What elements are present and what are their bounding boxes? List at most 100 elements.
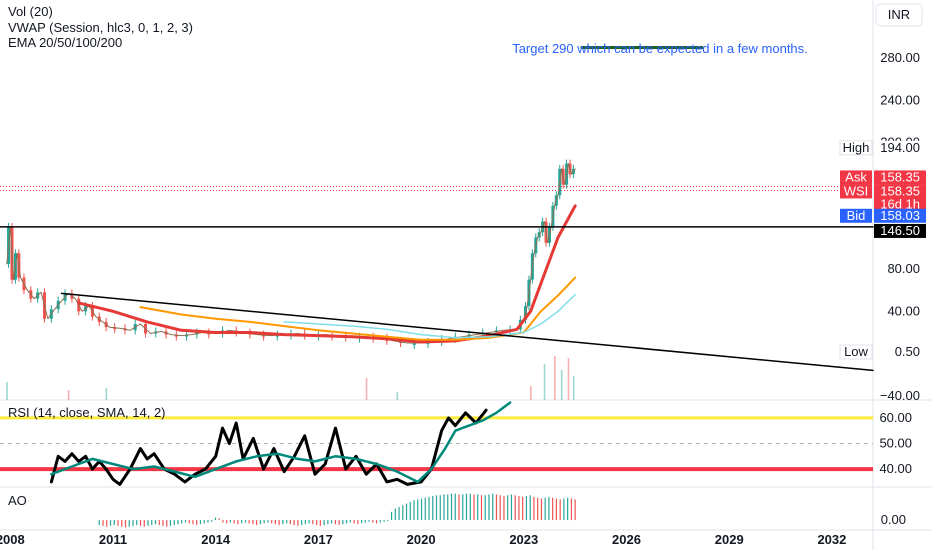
rsi-axis-tick[interactable]: 60.00 — [879, 410, 912, 425]
ao-bar — [323, 520, 325, 526]
ao-bar — [192, 520, 194, 525]
ao-bar — [147, 520, 149, 526]
ao-bar — [529, 495, 531, 521]
price-axis-tick[interactable]: −40.00 — [880, 388, 920, 403]
price-tag-value-bg — [874, 197, 926, 212]
ao-bar — [567, 497, 569, 521]
ao-bar — [113, 520, 115, 526]
time-axis-tick[interactable]: 2014 — [201, 532, 231, 547]
price-tag-value: 194.00 — [880, 140, 920, 155]
volume-bar — [365, 378, 368, 400]
ao-bar — [169, 520, 172, 526]
ao-bar — [357, 520, 359, 525]
currency-button[interactable]: INR — [888, 7, 910, 22]
ao-bar — [196, 520, 198, 526]
volume-bar — [530, 386, 532, 400]
ao-bar — [327, 520, 329, 525]
ao-bar — [128, 520, 130, 527]
volume-bar — [6, 382, 8, 400]
ao-bar — [252, 520, 254, 525]
price-axis-tick[interactable]: 40.00 — [887, 303, 920, 318]
ao-bar — [166, 520, 168, 527]
time-axis-tick[interactable]: 2023 — [509, 532, 538, 547]
ao-bar — [316, 520, 318, 526]
ao-bar — [443, 494, 445, 521]
price-axis-tick[interactable]: 280.00 — [880, 50, 920, 65]
time-axis[interactable]: 2008 2011 2014 2017 2020 2023 2026 2029 2032 — [0, 532, 846, 547]
price-tag-value: 0.50 — [895, 344, 920, 359]
ao-bar — [117, 520, 119, 526]
target-annotation[interactable]: Target 290 which can be expected in a fe… — [512, 41, 808, 56]
ao-bar — [308, 520, 310, 524]
ao-bar — [218, 518, 220, 521]
ao-bar — [106, 520, 108, 527]
price-tag-value: 146.50 — [880, 223, 920, 238]
legend-volume[interactable]: Vol (20) — [8, 4, 53, 19]
ao-bar — [394, 508, 396, 521]
ao-axis-tick[interactable]: 0.00 — [881, 512, 906, 527]
price-axis-tick[interactable]: 80.00 — [887, 261, 920, 276]
ao-bar — [563, 498, 565, 521]
ao-legend[interactable]: AO — [8, 493, 27, 508]
volume-bar — [572, 376, 575, 400]
ao-bar — [450, 493, 453, 521]
ao-bar — [334, 520, 336, 525]
ao-bar — [360, 520, 363, 524]
time-axis-tick[interactable]: 2026 — [612, 532, 641, 547]
ao-bar — [139, 520, 142, 526]
ema-orange-line — [139, 276, 577, 341]
ao-bar — [544, 497, 546, 521]
ao-bar — [372, 520, 374, 523]
ao-bar — [439, 495, 441, 521]
time-axis-tick[interactable]: 2011 — [99, 532, 127, 547]
price-tag-value-bg — [874, 140, 926, 155]
ao-bar — [458, 494, 460, 521]
ao-bar — [428, 496, 430, 521]
ao-bar — [330, 520, 333, 524]
rsi-axis-tick[interactable]: 40.00 — [879, 461, 912, 476]
time-axis-tick[interactable]: 2020 — [407, 532, 436, 547]
ao-bar — [289, 520, 291, 525]
ao-bar — [540, 498, 543, 521]
rsi-panel[interactable]: 60.00 50.00 40.00 — [0, 401, 912, 486]
rsi-legend[interactable]: RSI (14, close, SMA, 14, 2) — [8, 405, 166, 420]
ao-bar — [162, 520, 164, 526]
ao-bar — [143, 520, 145, 527]
ao-bar — [495, 494, 498, 521]
rsi-sma-line — [50, 401, 512, 484]
ao-bar — [552, 497, 554, 521]
rsi-axis-tick[interactable]: 50.00 — [879, 436, 912, 451]
ao-bar — [364, 520, 366, 523]
time-axis-tick[interactable]: 2017 — [304, 532, 333, 547]
ao-bar — [173, 520, 175, 526]
time-axis-tick[interactable]: 2008 — [0, 532, 25, 547]
ao-bar — [132, 520, 134, 526]
ao-bar — [319, 520, 321, 526]
price-tag-value-bg — [874, 345, 926, 360]
price-tag-label: High — [843, 140, 870, 155]
legend-ema[interactable]: EMA 20/50/100/200 — [8, 35, 122, 50]
price-tag-value-bg — [874, 184, 926, 199]
ao-bar — [345, 520, 348, 524]
price-axis-tick[interactable]: 240.00 — [880, 92, 920, 107]
ema-red-line — [77, 204, 577, 344]
currency-button-frame[interactable] — [875, 3, 923, 27]
ao-bar — [271, 520, 273, 524]
ao-bar — [570, 498, 573, 521]
ao-bar — [432, 496, 434, 521]
ao-bar — [465, 493, 468, 521]
ao-bar — [398, 506, 400, 521]
price-tag-label-bg — [839, 344, 873, 360]
ema-light-teal-line — [283, 293, 576, 339]
ao-bar — [518, 496, 520, 521]
ao-bar — [124, 520, 127, 528]
ao-bar — [304, 520, 306, 525]
legend-vwap[interactable]: VWAP (Session, hlc3, 0, 1, 2, 3) — [8, 20, 193, 35]
time-axis-tick[interactable]: 2029 — [715, 532, 744, 547]
time-axis-tick[interactable]: 2032 — [817, 532, 846, 547]
ao-panel[interactable]: 0.00 — [98, 493, 906, 528]
ao-bar — [383, 520, 385, 522]
ao-bar — [177, 520, 179, 525]
